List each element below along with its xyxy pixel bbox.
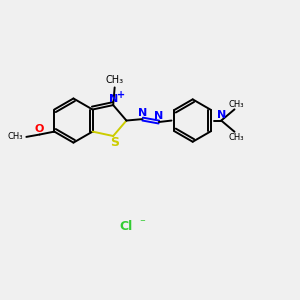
- Text: N: N: [109, 94, 118, 103]
- Text: N: N: [217, 110, 226, 120]
- Text: N: N: [154, 111, 164, 121]
- Text: CH₃: CH₃: [8, 132, 23, 141]
- Text: +: +: [117, 90, 125, 100]
- Text: CH₃: CH₃: [106, 75, 124, 85]
- Text: CH₃: CH₃: [228, 100, 244, 109]
- Text: S: S: [110, 136, 119, 149]
- Text: CH₃: CH₃: [228, 133, 244, 142]
- Text: Cl: Cl: [120, 220, 133, 233]
- Text: O: O: [35, 124, 44, 134]
- Text: N: N: [138, 108, 147, 118]
- Text: ⁻: ⁻: [140, 219, 146, 229]
